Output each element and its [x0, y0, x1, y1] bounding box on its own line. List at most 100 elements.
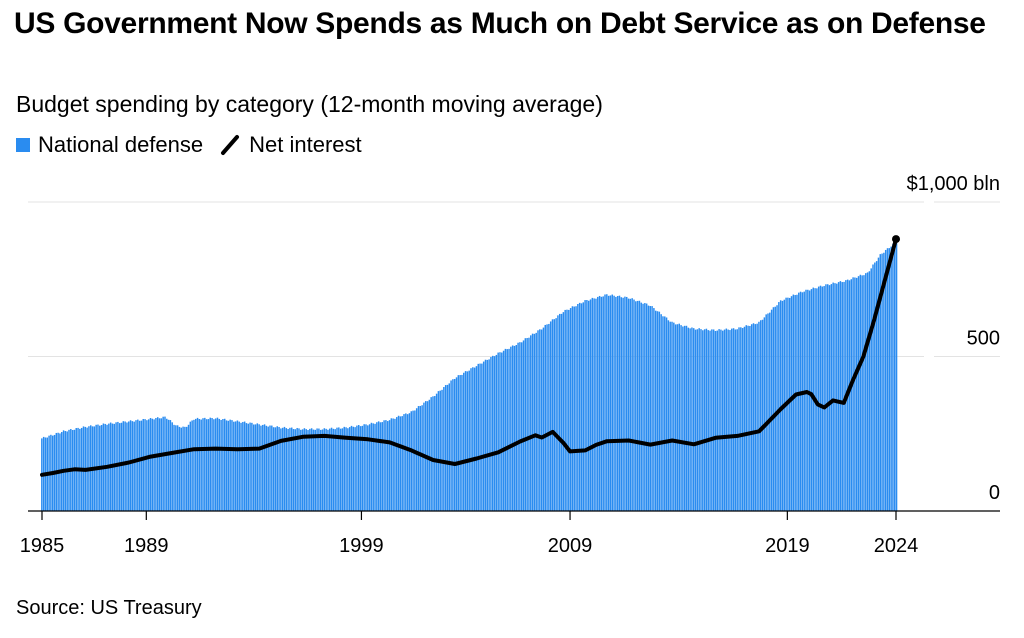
defense-bar	[247, 423, 250, 511]
defense-bar	[519, 342, 521, 511]
defense-bar	[631, 298, 633, 511]
defense-bar	[673, 322, 675, 511]
defense-bar	[542, 327, 545, 511]
defense-bar	[124, 421, 126, 511]
defense-bar	[222, 419, 224, 511]
defense-bar	[262, 424, 264, 511]
defense-bar	[318, 428, 320, 511]
defense-bar	[220, 419, 222, 511]
defense-bar	[832, 282, 834, 511]
legend-item-net-interest: Net interest	[219, 131, 362, 159]
defense-bar	[352, 426, 355, 511]
defense-bar	[432, 396, 434, 511]
chart-area: 1985 1989 1999 2009 2019 2024 $1,000 bln 500 0	[20, 173, 1000, 557]
defense-bar	[664, 316, 666, 511]
defense-bar	[345, 427, 347, 511]
defense-bar	[548, 323, 550, 511]
defense-bar	[303, 428, 306, 511]
defense-bar	[520, 342, 523, 511]
defense-bar	[356, 425, 358, 511]
defense-bar	[435, 393, 438, 511]
defense-bar	[667, 320, 670, 511]
defense-bar	[629, 298, 632, 511]
defense-bar	[611, 294, 613, 511]
defense-bar	[539, 329, 541, 511]
x-axis: 1985 1989 1999 2009 2019 2024	[20, 510, 1000, 557]
defense-bar	[855, 277, 858, 511]
defense-bar	[377, 421, 380, 511]
defense-bar	[272, 427, 275, 511]
defense-bar	[593, 298, 595, 511]
defense-bar	[234, 421, 237, 511]
defense-bar	[175, 425, 177, 511]
defense-bar	[626, 296, 628, 511]
defense-bar	[482, 361, 485, 511]
defense-bar	[718, 329, 720, 511]
defense-bar	[198, 418, 201, 511]
defense-bar	[329, 428, 331, 511]
defense-bar	[481, 363, 483, 511]
defense-bar	[850, 279, 853, 511]
defense-bar	[122, 421, 125, 511]
defense-bar	[602, 296, 604, 511]
x-tick-label-1989: 1989	[124, 535, 169, 557]
defense-bar	[243, 421, 246, 511]
defense-bar	[251, 422, 253, 511]
defense-bar	[760, 320, 762, 511]
defense-bar	[810, 289, 813, 511]
defense-bar	[854, 277, 856, 511]
legend-item-national-defense: National defense	[16, 131, 203, 159]
defense-bar	[301, 429, 304, 511]
defense-bar	[327, 429, 329, 511]
defense-bar	[549, 321, 552, 511]
defense-bar	[156, 417, 159, 511]
defense-bar	[749, 325, 751, 511]
defense-bar	[569, 308, 572, 511]
defense-bar	[209, 417, 211, 511]
defense-bar	[347, 428, 349, 511]
defense-bar	[151, 418, 154, 511]
defense-bar	[676, 324, 679, 511]
defense-bar	[455, 377, 458, 511]
defense-bar	[167, 419, 170, 511]
defense-bar	[178, 426, 181, 511]
defense-bar	[240, 422, 242, 511]
defense-bar	[459, 375, 461, 511]
defense-bar	[372, 423, 374, 511]
defense-bar	[662, 316, 664, 511]
defense-bar	[499, 352, 501, 511]
chart-title: US Government Now Spends as Much on Debt…	[14, 7, 986, 40]
defense-bar	[682, 326, 684, 511]
defense-bar	[607, 295, 610, 511]
defense-bar	[437, 391, 440, 511]
defense-bar	[584, 300, 586, 511]
defense-bar	[678, 323, 680, 511]
defense-bar	[644, 303, 646, 511]
defense-bar	[640, 302, 642, 511]
defense-bar	[367, 425, 369, 511]
defense-bar	[794, 295, 796, 511]
defense-bar	[137, 419, 139, 511]
defense-bar	[580, 303, 583, 511]
defense-bar	[392, 418, 394, 511]
defense-bar	[875, 261, 878, 511]
defense-bar	[414, 410, 416, 511]
y-tick-label-500: 500	[967, 328, 1000, 350]
defense-bar	[128, 421, 130, 511]
defense-bar	[140, 420, 143, 511]
defense-bar	[649, 306, 652, 511]
defense-bar	[671, 321, 673, 511]
defense-bar	[390, 418, 393, 511]
defense-bar	[517, 342, 519, 511]
defense-bar	[894, 242, 896, 511]
defense-bar	[653, 308, 655, 511]
defense-bar	[776, 305, 778, 511]
defense-bar	[171, 422, 173, 511]
defense-bar	[142, 418, 144, 511]
defense-bar	[524, 338, 527, 511]
legend: National defense Net interest	[16, 131, 378, 159]
defense-bar	[555, 318, 557, 511]
defense-bar	[213, 419, 215, 511]
defense-bar	[636, 300, 639, 511]
defense-bar	[195, 418, 197, 511]
